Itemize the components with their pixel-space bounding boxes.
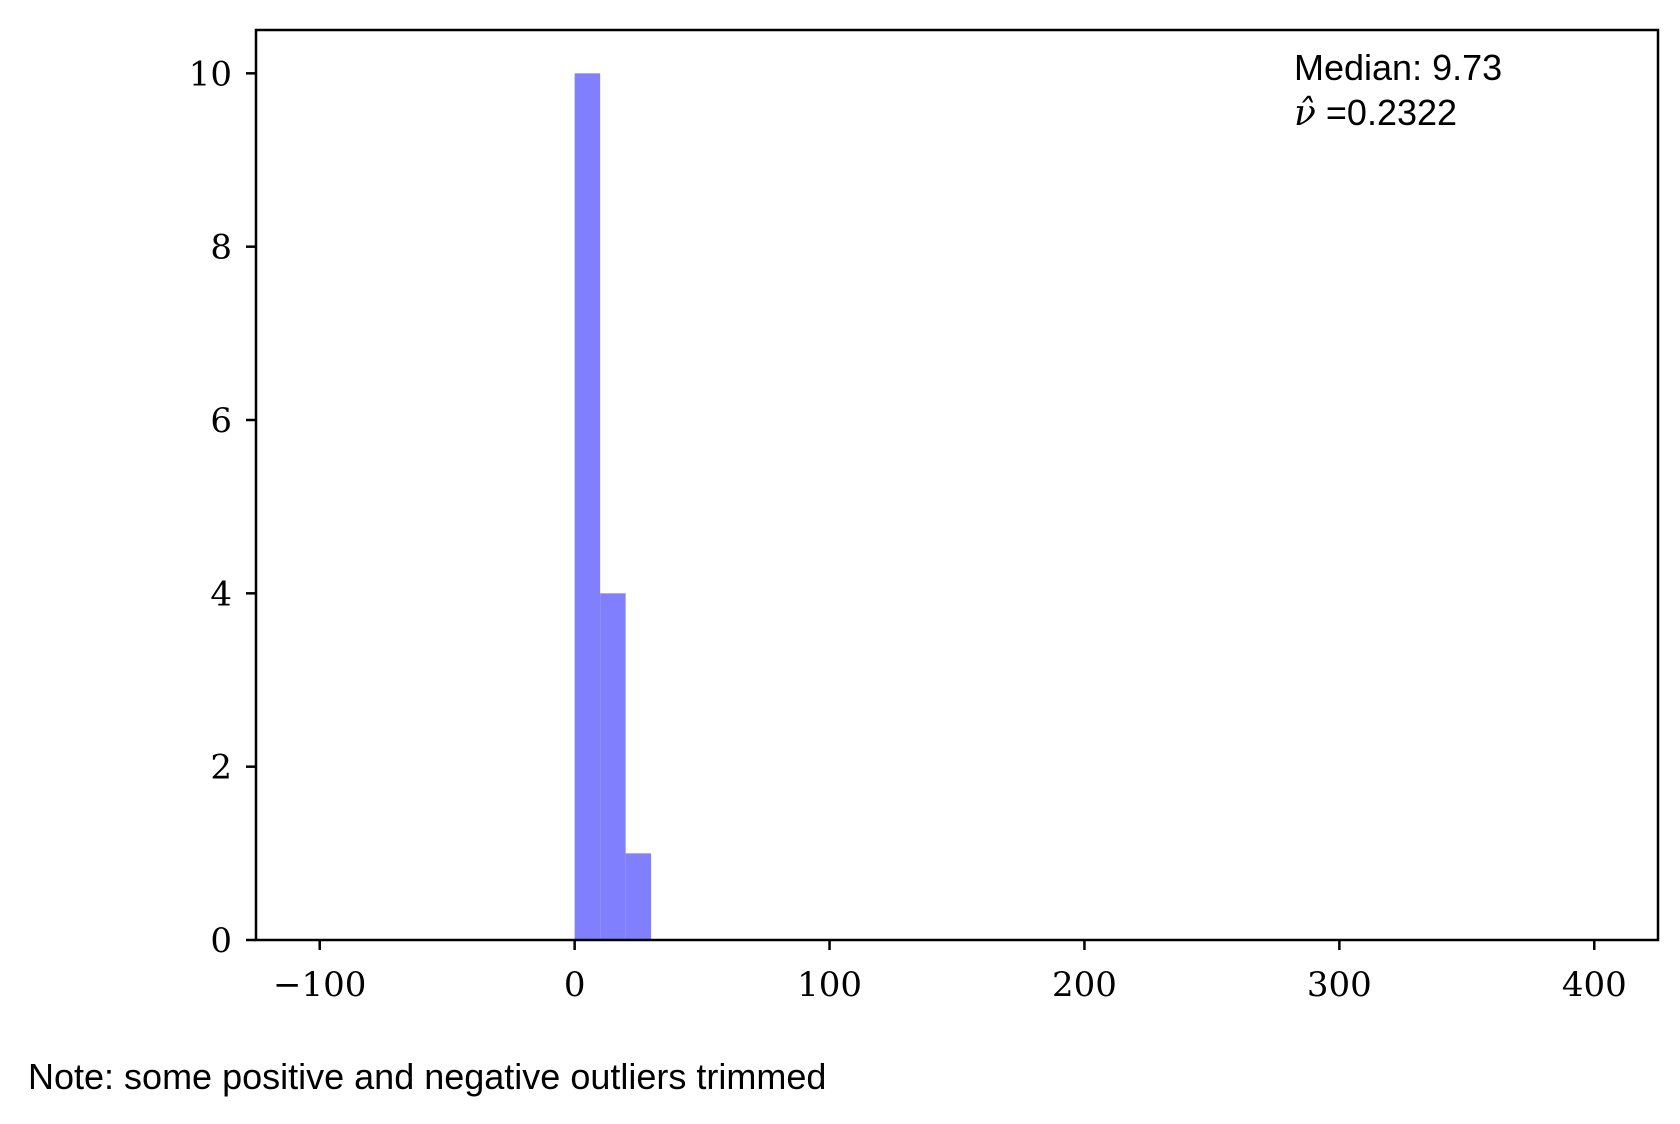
y-tick-label: 0	[210, 921, 232, 961]
bars-layer	[574, 73, 652, 940]
histogram-bar	[600, 593, 626, 940]
x-tick-label: 0	[564, 965, 586, 1005]
nu-annotation: ν̂ =0.2322	[1294, 92, 1457, 134]
nu-symbol: ν̂	[1294, 93, 1316, 134]
y-axis: 0 2 4 6 8 10	[189, 54, 256, 961]
median-annotation: Median: 9.73	[1294, 47, 1502, 88]
y-tick-label: 6	[210, 401, 232, 441]
x-tick-label: −100	[273, 965, 366, 1005]
y-tick-label: 2	[210, 748, 232, 788]
x-axis: −100 0 100 200 300 400	[273, 940, 1627, 1005]
y-tick-label: 10	[189, 54, 232, 94]
x-tick-label: 300	[1307, 965, 1372, 1005]
x-tick-label: 100	[797, 965, 862, 1005]
histogram-bar	[625, 853, 652, 940]
y-tick-label: 4	[210, 574, 232, 614]
histogram-bar	[574, 73, 601, 940]
trim-note: Note: some positive and negative outlier…	[28, 1056, 826, 1097]
plot-frame	[254, 28, 1660, 942]
nu-value: =0.2322	[1316, 92, 1457, 133]
x-tick-label: 400	[1562, 965, 1627, 1005]
y-tick-label: 8	[210, 228, 232, 268]
x-tick-label: 200	[1052, 965, 1117, 1005]
